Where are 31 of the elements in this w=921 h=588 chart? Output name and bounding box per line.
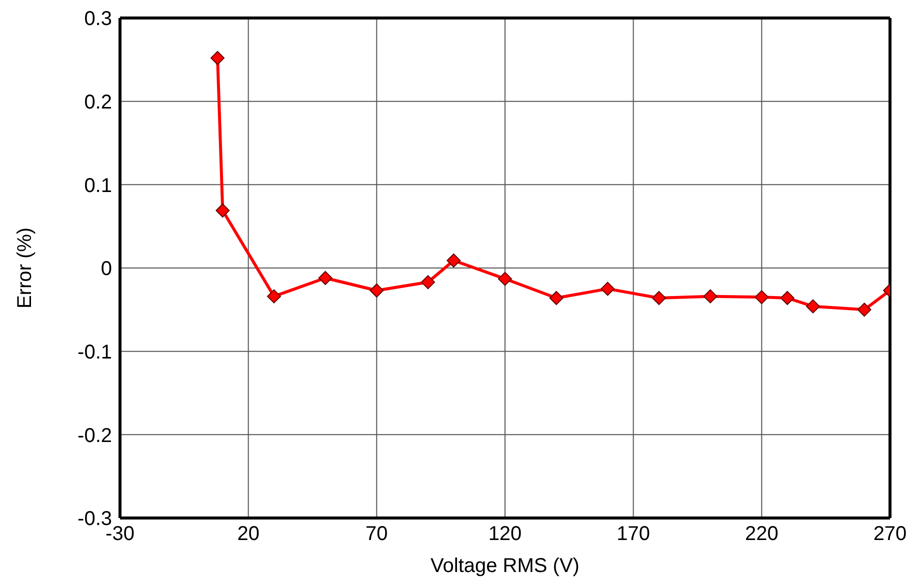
- point: [754, 290, 769, 304]
- point: [498, 272, 512, 286]
- x-tick-label: 120: [488, 523, 522, 546]
- y-tick-label: -0.2: [78, 424, 112, 447]
- y-tick-label: 0.2: [84, 91, 112, 114]
- point: [857, 302, 872, 317]
- x-axis-title: Voltage RMS (V): [430, 555, 580, 577]
- point: [549, 291, 564, 305]
- y-tick-label: -0.1: [78, 341, 112, 364]
- x-tick-label: 220: [744, 523, 778, 546]
- y-tick-label: 0.1: [84, 174, 112, 197]
- y-axis-title: Error (%): [14, 227, 36, 309]
- point: [806, 299, 820, 314]
- point: [652, 291, 666, 305]
- point: [446, 254, 461, 268]
- point: [370, 284, 384, 298]
- x-tick-label: 20: [237, 523, 260, 546]
- point: [600, 282, 615, 296]
- x-tick-label: 270: [873, 523, 907, 546]
- point: [703, 289, 718, 304]
- point: [780, 291, 794, 305]
- y-tick-label: 0: [100, 258, 112, 280]
- point: [210, 51, 225, 65]
- y-tick-label: -0.3: [78, 508, 112, 530]
- x-tick-label: 70: [366, 523, 388, 546]
- x-tick-label: 170: [616, 523, 650, 546]
- point: [216, 204, 230, 218]
- point: [267, 289, 281, 304]
- point: [318, 271, 332, 285]
- point: [421, 275, 435, 290]
- y-tick-label: 0.3: [84, 8, 112, 30]
